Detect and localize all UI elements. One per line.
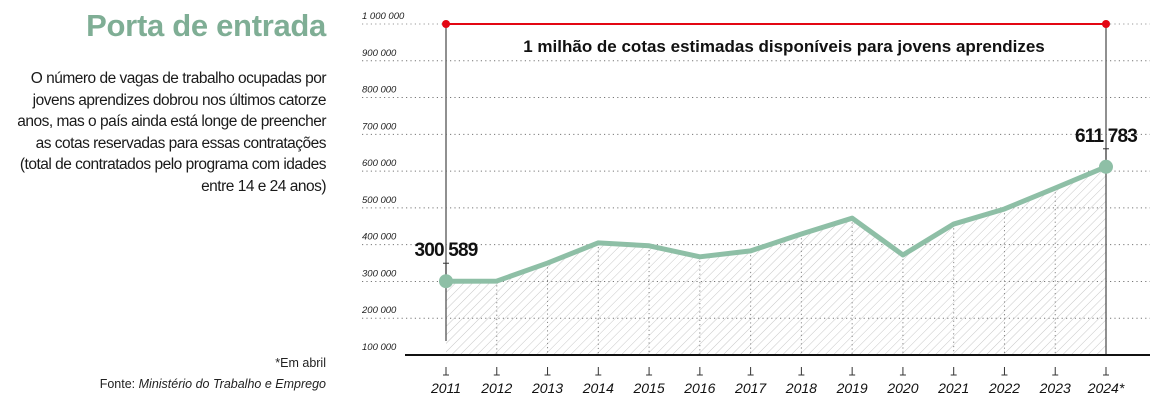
- line-layer: [439, 148, 1113, 289]
- x-tick-label: 2015: [632, 380, 664, 396]
- x-tick-label: 2012: [480, 380, 512, 396]
- series-line: [445, 164, 1107, 284]
- highlight-point: [439, 274, 453, 289]
- x-tick-label: 2018: [785, 380, 817, 396]
- source-credit: Fonte: Ministério do Trabalho e Emprego: [100, 377, 326, 391]
- data-value-label: 300 589: [414, 240, 477, 261]
- y-tick-label: 800 000: [362, 85, 397, 96]
- chart-title: Porta de entrada: [86, 8, 326, 43]
- x-tick-label: 2023: [1039, 380, 1071, 396]
- x-tick-label: 2016: [683, 380, 715, 396]
- y-tick-label: 400 000: [362, 232, 397, 243]
- target-dot-right: [1102, 20, 1110, 28]
- y-tick-label: 200 000: [361, 305, 397, 316]
- x-tick-label: 2022: [988, 380, 1020, 396]
- x-tick-label: 2011: [430, 380, 461, 396]
- y-tick-label: 1 000 000: [362, 11, 405, 22]
- highlight-point: [1099, 159, 1113, 174]
- y-tick-label: 700 000: [362, 121, 397, 132]
- target-dot-left: [442, 20, 450, 28]
- target-annotation: 1 milhão de cotas estimadas disponíveis …: [523, 37, 1045, 56]
- label-layer: 100 000 200 000 300 000 400 000 500 000 600 0…: [361, 11, 1138, 396]
- y-tick-label: 100 000: [362, 342, 397, 353]
- x-tick-label: 2013: [531, 380, 563, 396]
- x-tick-label: 2017: [734, 380, 767, 396]
- x-tick-label: 2020: [886, 380, 918, 396]
- y-tick-label: 300 000: [362, 268, 397, 279]
- chart-description: O número de vagas de trabalho ocupadas p…: [17, 70, 326, 195]
- x-tick-label: 2014: [582, 380, 614, 396]
- source-label: Fonte:: [99, 377, 139, 391]
- y-tick-label: 900 000: [362, 48, 397, 59]
- x-tick-label: 2021: [937, 380, 969, 396]
- x-tick-label: 2024*: [1087, 380, 1125, 396]
- y-tick-label: 500 000: [362, 195, 397, 206]
- footnote: *Em abril: [275, 356, 326, 370]
- area-layer: [446, 166, 1106, 355]
- x-tick-label: 2019: [836, 380, 868, 396]
- y-tick-label: 600 000: [362, 158, 397, 169]
- data-value-label: 611 783: [1075, 126, 1137, 147]
- source-name: Ministério do Trabalho e Emprego: [138, 377, 326, 391]
- area-fill: [446, 166, 1106, 355]
